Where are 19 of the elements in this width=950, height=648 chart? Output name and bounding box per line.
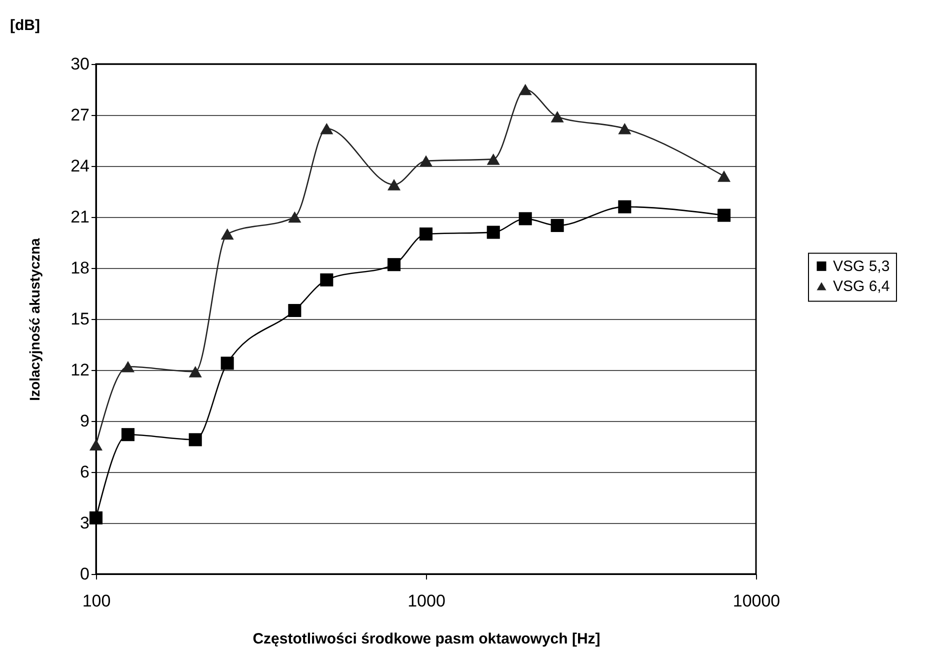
legend-label: VSG 5,3 xyxy=(833,258,890,276)
y-axis-title: Izolacyjność akustyczna xyxy=(26,238,43,401)
y-tick-label: 30 xyxy=(70,54,90,74)
y-tick-label: 9 xyxy=(80,412,90,430)
x-tick-label: 100 xyxy=(82,592,111,610)
y-tick-label: 21 xyxy=(70,208,90,226)
legend-label: VSG 6,4 xyxy=(833,278,890,296)
y-tick-label: 27 xyxy=(70,106,90,124)
y-tick-label: 24 xyxy=(70,156,90,176)
y-tick-label: 18 xyxy=(70,258,90,278)
y-tick-label: 15 xyxy=(70,310,90,328)
x-tick-label: 10000 xyxy=(732,592,780,610)
y-tick-label: 6 xyxy=(80,462,90,482)
x-axis-title: Częstotliwości środkowe pasm oktawowych [Hz] xyxy=(252,630,600,648)
y-tick-label: 3 xyxy=(80,514,90,532)
text: [dB] xyxy=(10,17,40,34)
y-tick-label: 12 xyxy=(70,360,90,380)
x-tick-label: 1000 xyxy=(408,592,446,610)
y-tick-label: 0 xyxy=(80,564,90,584)
